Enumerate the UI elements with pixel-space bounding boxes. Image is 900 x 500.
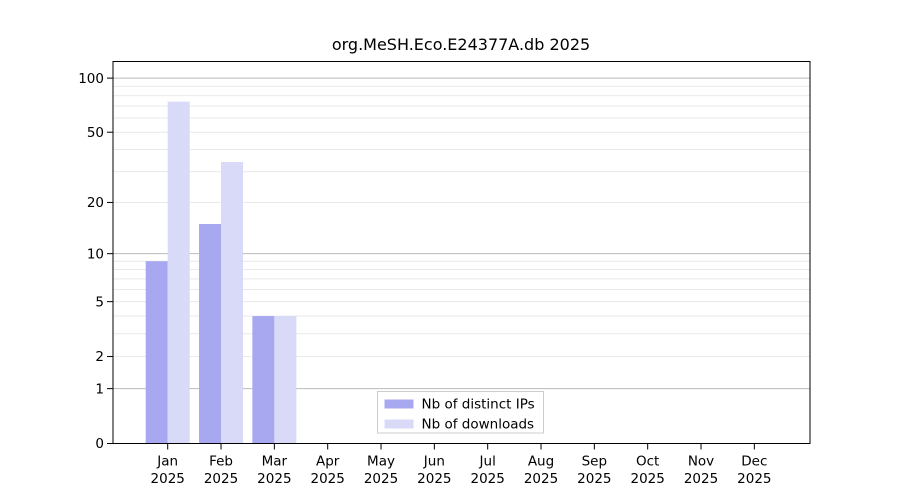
x-axis-tick-label-month: Sep	[582, 454, 607, 470]
x-axis-tick-label-month: Jun	[423, 454, 445, 470]
x-axis-tick-label-year: 2025	[417, 471, 451, 487]
bar-downloads	[167, 101, 190, 444]
x-axis-tick-label-year: 2025	[364, 471, 398, 487]
x-axis-tick-label-month: May	[367, 454, 395, 470]
y-axis-tick-label: 2	[95, 349, 104, 365]
x-axis-tick-label-month: Apr	[316, 454, 340, 470]
bar-distinct-ips	[252, 316, 275, 444]
bar-distinct-ips	[145, 261, 168, 444]
y-axis-tick-label: 0	[95, 436, 104, 452]
x-axis-labels: Jan2025Feb2025Mar2025Apr2025May2025Jun20…	[151, 454, 772, 488]
bar-distinct-ips	[199, 223, 222, 444]
y-axis-tick-label: 20	[87, 195, 104, 211]
plot-frame	[112, 61, 811, 444]
x-axis-tick-label-year: 2025	[311, 471, 345, 487]
y-axis-tick-label: 5	[95, 294, 104, 310]
x-axis-tick-label-year: 2025	[471, 471, 505, 487]
x-axis-tick-label-year: 2025	[257, 471, 291, 487]
legend-label-distinct-ips: Nb of distinct IPs	[422, 397, 535, 413]
y-axis-tick-label: 10	[87, 246, 104, 262]
y-axis-tick-label: 100	[78, 71, 104, 87]
x-axis-tick-label-month: Dec	[741, 454, 767, 470]
x-axis-tick-label-month: Jul	[479, 454, 496, 470]
chart-title: org.MeSH.Eco.E24377A.db 2025	[332, 35, 590, 54]
legend-label-downloads: Nb of downloads	[422, 417, 535, 433]
x-axis-tick-label-month: Aug	[528, 454, 554, 470]
bars-group	[145, 101, 297, 444]
y-axis-labels: 0 1 2 5 10 20 50 100	[78, 71, 104, 452]
y-axis-tick-label: 50	[87, 125, 104, 141]
legend-swatch-distinct-ips	[384, 399, 414, 409]
legend: Nb of distinct IPs Nb of downloads	[377, 391, 544, 434]
x-axis-tick-label-year: 2025	[684, 471, 718, 487]
x-axis-tick-label-month: Nov	[688, 454, 714, 470]
y-axis-tick-label: 1	[95, 381, 104, 397]
x-axis-tick-label-year: 2025	[737, 471, 771, 487]
axes-group	[107, 61, 811, 450]
x-axis-tick-label-year: 2025	[151, 471, 185, 487]
bar-downloads	[274, 316, 297, 444]
x-axis-tick-label-year: 2025	[577, 471, 611, 487]
x-axis-tick-label-month: Oct	[636, 454, 659, 470]
x-axis-tick-label-year: 2025	[630, 471, 664, 487]
x-axis-tick-label-month: Jan	[156, 454, 178, 470]
legend-swatch-downloads	[384, 419, 414, 429]
x-axis-tick-label-month: Mar	[262, 454, 288, 470]
x-axis-tick-label-year: 2025	[524, 471, 558, 487]
x-axis-tick-label-month: Feb	[209, 454, 233, 470]
bar-downloads	[221, 162, 244, 444]
x-axis-tick-label-year: 2025	[204, 471, 238, 487]
